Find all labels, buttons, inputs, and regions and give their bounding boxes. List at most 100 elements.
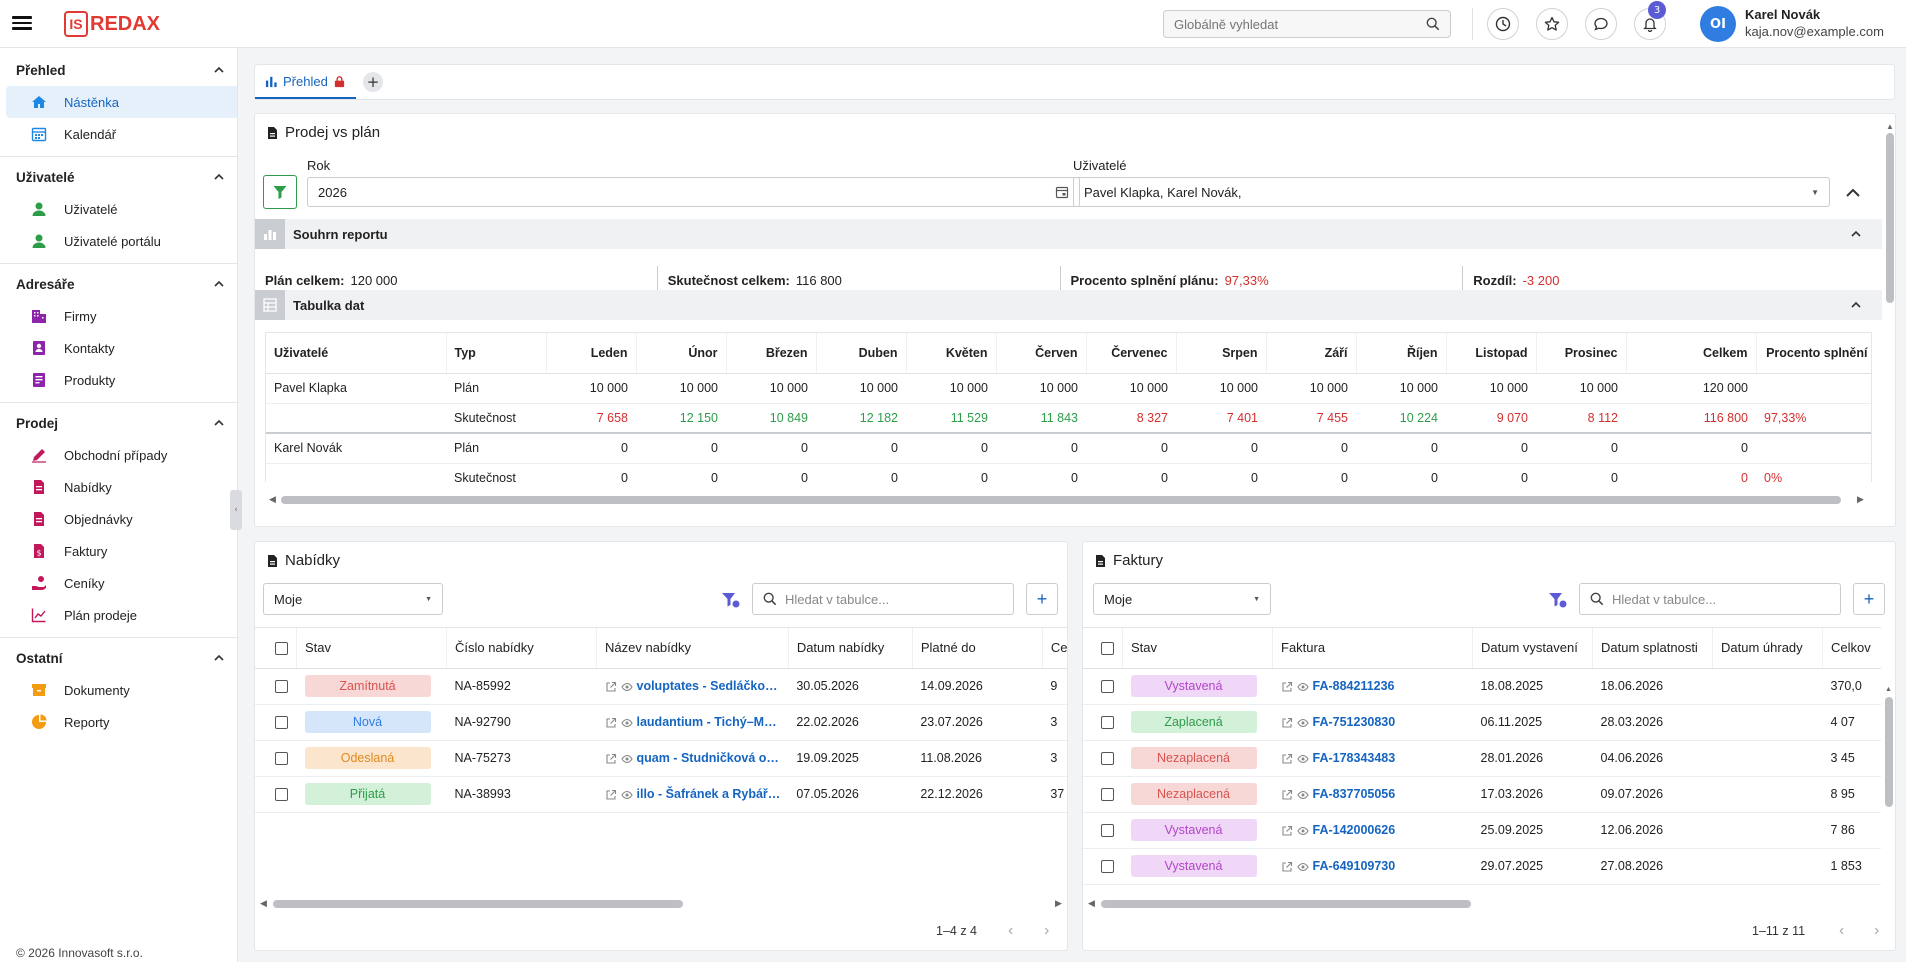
add-invoice-button[interactable]: + [1853,583,1885,615]
table-row[interactable]: Zaplacená FA-751230830 06.11.2025 28.03.202… [1083,704,1881,741]
logo[interactable]: IS REDAX [64,11,160,37]
column-header[interactable]: Stav [296,628,447,669]
invoice-link[interactable]: FA-142000626 [1312,823,1396,837]
sidebar-item[interactable]: Dokumenty [6,674,237,706]
column-header[interactable]: Prosinec [1536,333,1627,374]
scroll-left-icon[interactable]: ◀ [269,494,276,504]
column-header[interactable]: Leden [546,333,637,374]
column-header[interactable]: Datum nabídky [788,628,913,669]
table-row[interactable]: Nová NA-92790 laudantium - Tichý–M… 22.02.2… [255,704,1067,741]
sidebar-section-header[interactable]: Prodej [0,407,237,439]
row-checkbox[interactable] [255,668,297,705]
column-header[interactable]: Název nabídky [596,628,789,669]
chevron-up-icon[interactable] [213,652,225,664]
table-row[interactable]: Zamítnutá NA-85992 voluptates - Sedláčko… 3… [255,668,1067,705]
row-checkbox[interactable] [1083,704,1123,741]
external-link-icon[interactable] [1281,825,1293,837]
scroll-right-icon[interactable]: ▶ [1055,898,1062,908]
row-checkbox[interactable] [255,776,297,813]
column-header[interactable]: Červenec [1086,333,1177,374]
sidebar-item[interactable]: Uživatelé portálu [6,225,237,257]
scroll-left-icon[interactable]: ◀ [260,898,267,908]
user-name[interactable]: Karel Novák [1745,7,1821,22]
column-header[interactable]: Faktura [1272,628,1473,669]
table-row[interactable]: Přijatá NA-38993 illo - Šafránek a Rybář… 0… [255,776,1067,813]
offers-table-wrap[interactable]: Stav Číslo nabídky Název nabídky Datum nabí… [255,627,1067,895]
row-checkbox[interactable] [1083,740,1123,777]
column-header[interactable]: Datum splatnosti [1592,628,1713,669]
sidebar-item[interactable]: Kalendář [6,118,237,150]
eye-icon[interactable] [620,681,633,693]
eye-icon[interactable] [1296,861,1309,873]
invoice-link[interactable]: FA-837705056 [1312,787,1396,801]
external-link-icon[interactable] [605,681,617,693]
external-link-icon[interactable] [1281,753,1293,765]
eye-icon[interactable] [1296,753,1309,765]
sidebar-item[interactable]: $ Faktury [6,535,237,567]
collapse-filters-icon[interactable] [1845,186,1861,200]
summary-section-header[interactable]: Souhrn reportu [255,219,1882,249]
column-header[interactable]: Celkem [1626,333,1757,374]
table-row[interactable]: Nezaplacená FA-178343483 28.01.2026 04.06.2… [1083,740,1881,777]
chevron-up-icon[interactable] [1850,228,1862,240]
offers-horizontal-scrollbar[interactable] [273,900,683,908]
year-field[interactable]: 2026 [307,177,1080,207]
chevron-up-icon[interactable] [213,64,225,76]
select-all-checkbox[interactable] [1083,628,1123,669]
external-link-icon[interactable] [605,753,617,765]
add-offer-button[interactable]: + [1026,583,1058,615]
eye-icon[interactable] [1296,789,1309,801]
sales-table-wrap[interactable]: Uživatelé Typ Leden Únor Březen Duben Květen Če… [265,332,1872,482]
offer-name-link[interactable]: quam - Studničková o… [636,751,779,765]
table-row[interactable]: Odeslaná NA-75273 quam - Studničková o… 19.… [255,740,1067,777]
offers-filter-select[interactable]: Moje ▼ [263,583,443,615]
column-header[interactable]: Únor [636,333,727,374]
row-checkbox[interactable] [1083,812,1123,849]
offers-search[interactable]: Hledat v tabulce... [752,583,1014,615]
sidebar-item[interactable]: Ceníky [6,567,237,599]
global-search[interactable] [1163,10,1451,38]
chevron-up-icon[interactable] [213,278,225,290]
messages-button[interactable] [1585,8,1617,40]
offer-name-link[interactable]: voluptates - Sedláčko… [636,679,778,693]
column-header[interactable]: Datum úhrady [1712,628,1823,669]
row-checkbox[interactable] [1083,776,1123,813]
select-all-checkbox[interactable] [255,628,297,669]
scroll-left-icon[interactable]: ◀ [1088,898,1095,908]
external-link-icon[interactable] [605,717,617,729]
prev-page-button[interactable]: ‹ [1839,922,1845,939]
avatar[interactable]: OI [1700,6,1736,42]
row-checkbox[interactable] [255,740,297,777]
history-button[interactable] [1487,8,1519,40]
vertical-scrollbar[interactable]: ▲ [1886,122,1894,518]
menu-icon[interactable] [12,13,32,33]
sidebar-item[interactable]: Nabídky [6,471,237,503]
table-row[interactable]: Vystavená FA-649109730 29.07.2025 27.08.202… [1083,848,1881,885]
global-search-input[interactable] [1174,16,1426,32]
invoices-filter-select[interactable]: Moje ▼ [1093,583,1271,615]
column-header[interactable]: Datum vystavení [1472,628,1593,669]
column-header[interactable]: Celkov [1822,628,1881,669]
tab-overview[interactable]: Přehled [255,65,356,99]
offer-name-link[interactable]: illo - Šafránek a Rybář… [636,787,781,801]
sidebar-item[interactable]: Produkty [6,364,237,396]
external-link-icon[interactable] [605,789,617,801]
external-link-icon[interactable] [1281,681,1293,693]
sidebar-item[interactable]: Obchodní případy [6,439,237,471]
sidebar-section-header[interactable]: Přehled [0,54,237,86]
column-header[interactable]: Stav [1122,628,1273,669]
filter-settings-icon[interactable] [721,592,741,608]
eye-icon[interactable] [620,789,633,801]
eye-icon[interactable] [1296,717,1309,729]
row-checkbox[interactable] [255,704,297,741]
sidebar-item[interactable]: Kontakty [6,332,237,364]
sidebar-item[interactable]: Objednávky [6,503,237,535]
sidebar-item[interactable]: Plán prodeje [6,599,237,631]
sidebar-item[interactable]: Uživatelé [6,193,237,225]
chevron-up-icon[interactable] [213,417,225,429]
filter-button[interactable] [263,175,297,209]
column-header[interactable]: Číslo nabídky [446,628,597,669]
chevron-up-icon[interactable] [1850,299,1862,311]
table-row[interactable]: Vystavená FA-142000626 25.09.2025 12.06.202… [1083,812,1881,849]
sidebar-item[interactable]: Nástěnka [6,86,237,118]
